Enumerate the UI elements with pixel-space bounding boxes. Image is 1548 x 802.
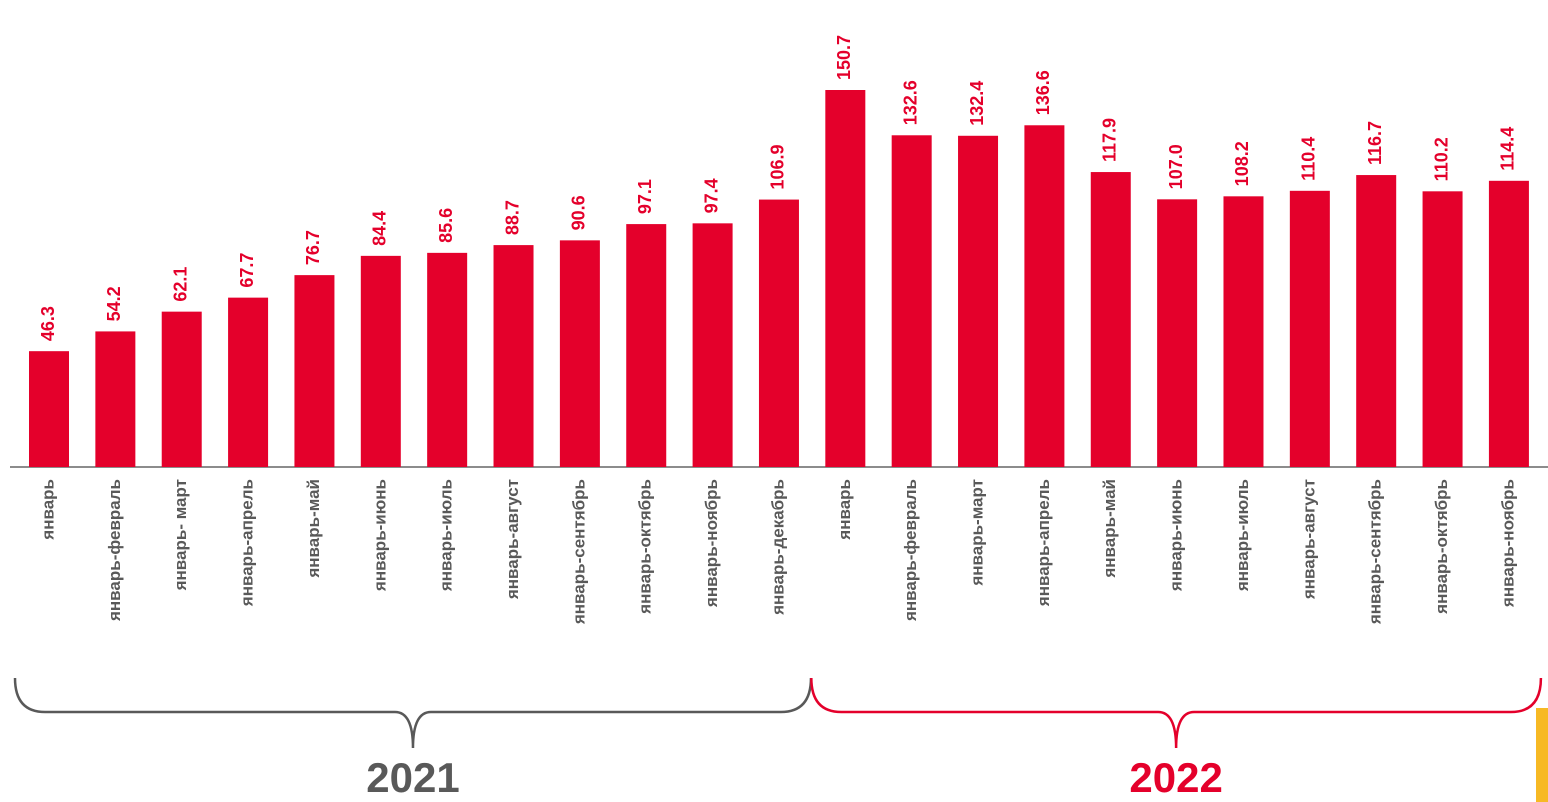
bar — [1223, 196, 1264, 468]
value-label: 136.6 — [1033, 70, 1053, 115]
value-label: 132.6 — [900, 80, 920, 125]
bar — [1090, 172, 1131, 467]
value-label: 132.4 — [967, 81, 987, 126]
value-label: 107.0 — [1166, 144, 1186, 189]
bar — [825, 90, 866, 467]
x-tick-label: январь-ноябрь — [1498, 479, 1517, 608]
x-tick-label: январь-февраль — [901, 479, 920, 622]
value-label: 117.9 — [1100, 118, 1120, 162]
accent-bar — [1536, 708, 1548, 802]
x-tick-label: январь-сентябрь — [569, 479, 588, 625]
x-tick-label: январь-июнь — [370, 479, 389, 592]
value-label: 54.2 — [104, 286, 124, 321]
bar — [228, 297, 269, 467]
value-label: 67.7 — [237, 253, 257, 288]
group-brace — [810, 677, 1543, 749]
x-tick-label: январь-июль — [437, 479, 456, 592]
bar — [29, 351, 69, 467]
value-label: 88.7 — [502, 200, 522, 235]
x-tick-label: январь- март — [171, 479, 190, 591]
bar — [1157, 199, 1198, 467]
x-tick-label: январь-апрель — [1034, 479, 1053, 607]
bar — [891, 135, 932, 467]
bar — [427, 252, 468, 467]
x-tick-label: январь-апрель — [238, 479, 257, 607]
bar — [626, 224, 667, 467]
bar — [360, 255, 401, 467]
bar — [1422, 191, 1463, 467]
x-tick-label: январь-сентябрь — [1366, 479, 1385, 625]
x-tick-label: январь — [38, 479, 57, 541]
value-label: 62.1 — [170, 267, 190, 302]
group-label: 2021 — [366, 754, 459, 801]
x-tick-label: январь-декабрь — [768, 479, 787, 616]
value-label: 76.7 — [303, 230, 323, 265]
bar — [1024, 125, 1065, 468]
x-tick-label: январь-май — [1100, 479, 1119, 579]
x-tick-label: январь-октябрь — [1432, 479, 1451, 615]
bar — [294, 275, 335, 467]
x-tick-label: январь-февраль — [105, 479, 124, 622]
value-label: 150.7 — [834, 35, 854, 80]
bar — [1488, 180, 1529, 467]
value-label: 116.7 — [1365, 121, 1385, 165]
value-label: 110.4 — [1299, 137, 1319, 181]
x-tick-label: январь-март — [968, 479, 987, 587]
x-tick-label: январь-октябрь — [636, 479, 655, 615]
x-tick-label: январь-июль — [1233, 479, 1252, 592]
bar — [559, 240, 600, 467]
value-label: 106.9 — [768, 145, 788, 190]
x-tick-label: январь — [835, 479, 854, 541]
bar — [758, 199, 799, 467]
value-label: 85.6 — [436, 208, 456, 243]
group-brace — [13, 677, 813, 749]
value-label: 108.2 — [1232, 141, 1252, 186]
x-tick-label: январь-май — [304, 479, 323, 579]
bar — [493, 245, 534, 467]
bar — [692, 223, 733, 467]
bar — [1356, 175, 1397, 467]
x-tick-label: январь-ноябрь — [702, 479, 721, 608]
x-tick-label: январь-август — [1299, 479, 1318, 600]
bar — [1289, 190, 1330, 468]
value-label: 114.4 — [1498, 127, 1518, 171]
value-label: 90.6 — [569, 195, 589, 230]
bar — [958, 135, 999, 467]
x-tick-label: январь-июнь — [1167, 479, 1186, 592]
value-label: 84.4 — [370, 211, 390, 246]
value-label: 110.2 — [1431, 137, 1451, 181]
value-label: 46.3 — [38, 306, 58, 341]
bar — [95, 331, 136, 467]
bar — [161, 311, 202, 467]
value-label: 97.1 — [635, 179, 655, 214]
group-label: 2022 — [1129, 754, 1222, 801]
value-label: 97.4 — [701, 178, 721, 213]
x-tick-label: январь-август — [503, 479, 522, 600]
